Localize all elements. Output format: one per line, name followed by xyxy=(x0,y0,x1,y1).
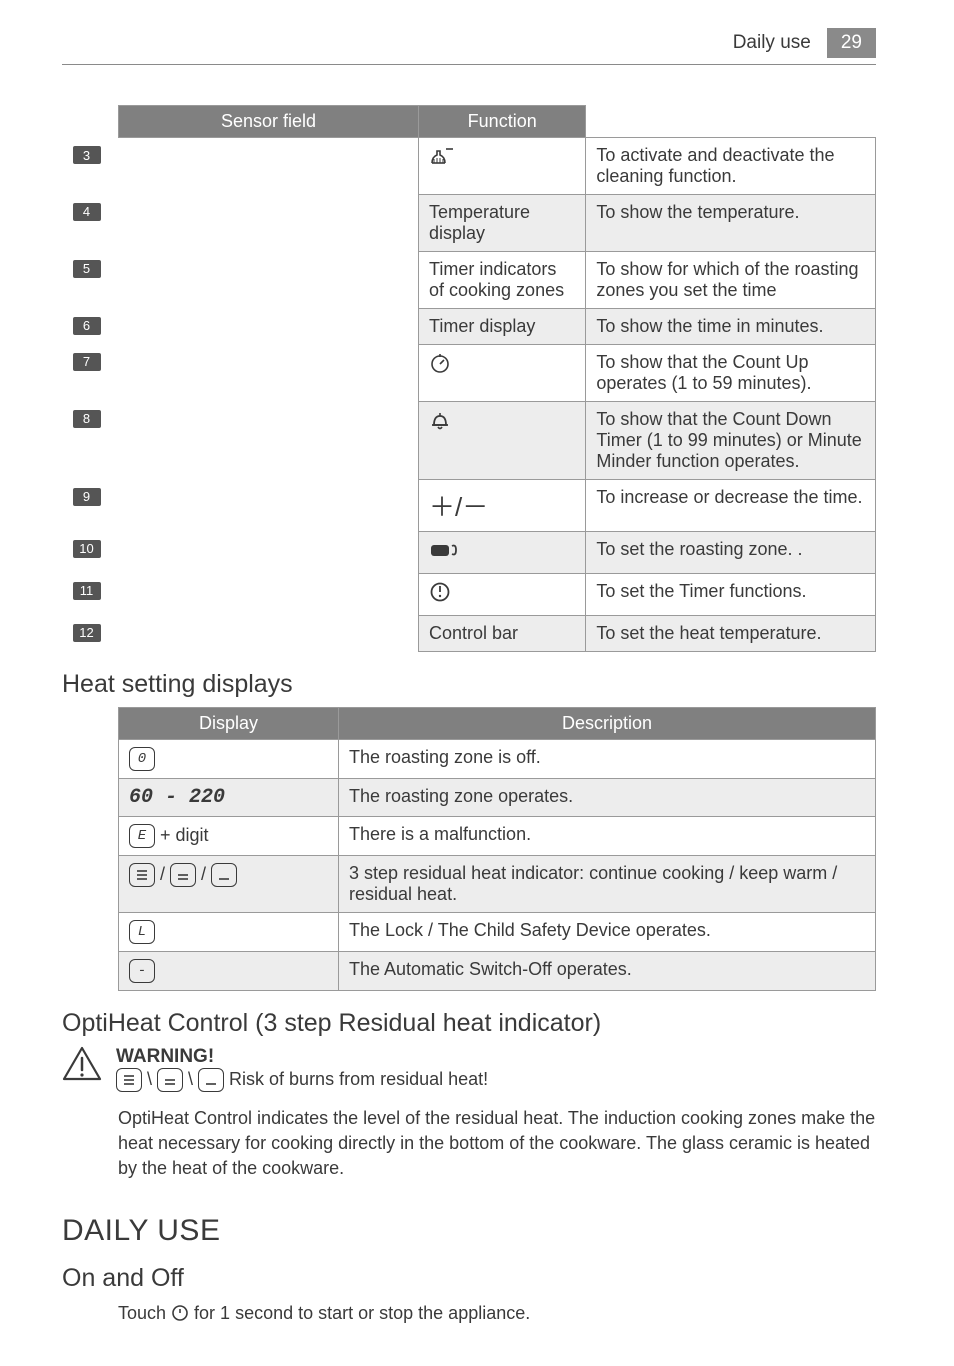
row-number-badge: 12 xyxy=(73,624,101,642)
warning-text: \ \ Risk of burns from residual heat! xyxy=(116,1068,876,1092)
display-cell: E + digit xyxy=(119,817,339,856)
row-number-badge: 7 xyxy=(73,353,101,371)
description-cell: The roasting zone is off. xyxy=(339,740,876,779)
function-cell: To increase or decrease the time. xyxy=(586,480,876,532)
page-number-badge: 29 xyxy=(827,28,876,58)
function-cell: To activate and deactivate the cleaning … xyxy=(586,138,876,195)
row-number-badge: 6 xyxy=(73,317,101,335)
heat2-icon xyxy=(157,1068,183,1092)
th-sensor: Sensor field xyxy=(119,106,419,138)
table-row: 4Temperature displayTo show the temperat… xyxy=(119,195,876,252)
warning-title: WARNING! xyxy=(116,1046,876,1068)
sensor-cell xyxy=(419,402,586,480)
table-row: / / 3 step residual heat indicator: cont… xyxy=(119,856,876,913)
row-number-badge: 10 xyxy=(73,540,101,558)
daily-use-heading: DAILY USE xyxy=(62,1214,876,1248)
heat-settings-heading: Heat setting displays xyxy=(62,670,876,699)
optiheat-heading: OptiHeat Control (3 step Residual heat i… xyxy=(62,1009,876,1038)
optiheat-body: OptiHeat Control indicates the level of … xyxy=(118,1106,876,1180)
th-display: Display xyxy=(119,708,339,740)
display-cell: / / xyxy=(119,856,339,913)
display-cell: - xyxy=(119,952,339,991)
table-row: 12Control barTo set the heat temperature… xyxy=(119,616,876,652)
page-header: Daily use 29 xyxy=(62,28,876,58)
description-cell: 3 step residual heat indicator: continue… xyxy=(339,856,876,913)
sensor-cell xyxy=(419,345,586,402)
table-row: 60 - 220The roasting zone operates. xyxy=(119,779,876,817)
heat1-icon xyxy=(198,1068,224,1092)
display-cell: L xyxy=(119,913,339,952)
table-row: -The Automatic Switch-Off operates. xyxy=(119,952,876,991)
function-cell: To set the heat temperature. xyxy=(586,616,876,652)
heat3-icon xyxy=(116,1068,142,1092)
warning-icon xyxy=(62,1046,102,1082)
table-row: 7To show that the Count Up operates (1 t… xyxy=(119,345,876,402)
table-row: E + digitThere is a malfunction. xyxy=(119,817,876,856)
function-cell: To show the time in minutes. xyxy=(586,309,876,345)
table-row: 11To set the Timer functions. xyxy=(119,574,876,616)
table-row: 10To set the roasting zone. . xyxy=(119,532,876,574)
table-row: 6Timer displayTo show the time in minute… xyxy=(119,309,876,345)
table-row: 0The roasting zone is off. xyxy=(119,740,876,779)
display-cell: 60 - 220 xyxy=(119,779,339,817)
header-section: Daily use xyxy=(733,32,811,54)
table-row: 8To show that the Count Down Timer (1 to… xyxy=(119,402,876,480)
display-cell: 0 xyxy=(119,740,339,779)
row-number-badge: 4 xyxy=(73,203,101,221)
sensor-cell: Control bar xyxy=(419,616,586,652)
warning-text-suffix: Risk of burns from residual heat! xyxy=(224,1069,488,1089)
row-number-badge: 5 xyxy=(73,260,101,278)
sensor-cell: Temperature display xyxy=(419,195,586,252)
row-number-badge: 11 xyxy=(73,582,101,600)
sensor-function-table: Sensor field Function 3To activate and d… xyxy=(118,105,876,652)
table-row: 5Timer indicators of cooking zonesTo sho… xyxy=(119,252,876,309)
heat-display-table: Display Description 0The roasting zone i… xyxy=(118,707,876,991)
description-cell: There is a malfunction. xyxy=(339,817,876,856)
row-number-badge: 9 xyxy=(73,488,101,506)
warning-block: WARNING! \ \ Risk of burns from residual… xyxy=(62,1046,876,1092)
on-off-heading: On and Off xyxy=(62,1264,876,1293)
table-row: LThe Lock / The Child Safety Device oper… xyxy=(119,913,876,952)
sensor-cell xyxy=(419,532,586,574)
th-function: Function xyxy=(419,106,586,138)
function-cell: To show that the Count Up operates (1 to… xyxy=(586,345,876,402)
function-cell: To show for which of the roasting zones … xyxy=(586,252,876,309)
row-number-badge: 8 xyxy=(73,410,101,428)
description-cell: The Automatic Switch-Off operates. xyxy=(339,952,876,991)
function-cell: To set the Timer functions. xyxy=(586,574,876,616)
row-number-badge: 3 xyxy=(73,146,101,164)
description-cell: The roasting zone operates. xyxy=(339,779,876,817)
on-off-text: Touch for 1 second to start or stop the … xyxy=(118,1301,876,1326)
th-description: Description xyxy=(339,708,876,740)
power-icon xyxy=(171,1304,189,1322)
sensor-cell: Timer indicators of cooking zones xyxy=(419,252,586,309)
function-cell: To show that the Count Down Timer (1 to … xyxy=(586,402,876,480)
sensor-cell: ＋/－ xyxy=(419,480,586,532)
table-row: 9＋/－To increase or decrease the time. xyxy=(119,480,876,532)
function-cell: To set the roasting zone. . xyxy=(586,532,876,574)
sensor-cell: Timer display xyxy=(419,309,586,345)
function-cell: To show the temperature. xyxy=(586,195,876,252)
header-rule xyxy=(62,64,876,65)
description-cell: The Lock / The Child Safety Device opera… xyxy=(339,913,876,952)
sensor-cell xyxy=(419,138,586,195)
table-row: 3To activate and deactivate the cleaning… xyxy=(119,138,876,195)
sensor-cell xyxy=(419,574,586,616)
